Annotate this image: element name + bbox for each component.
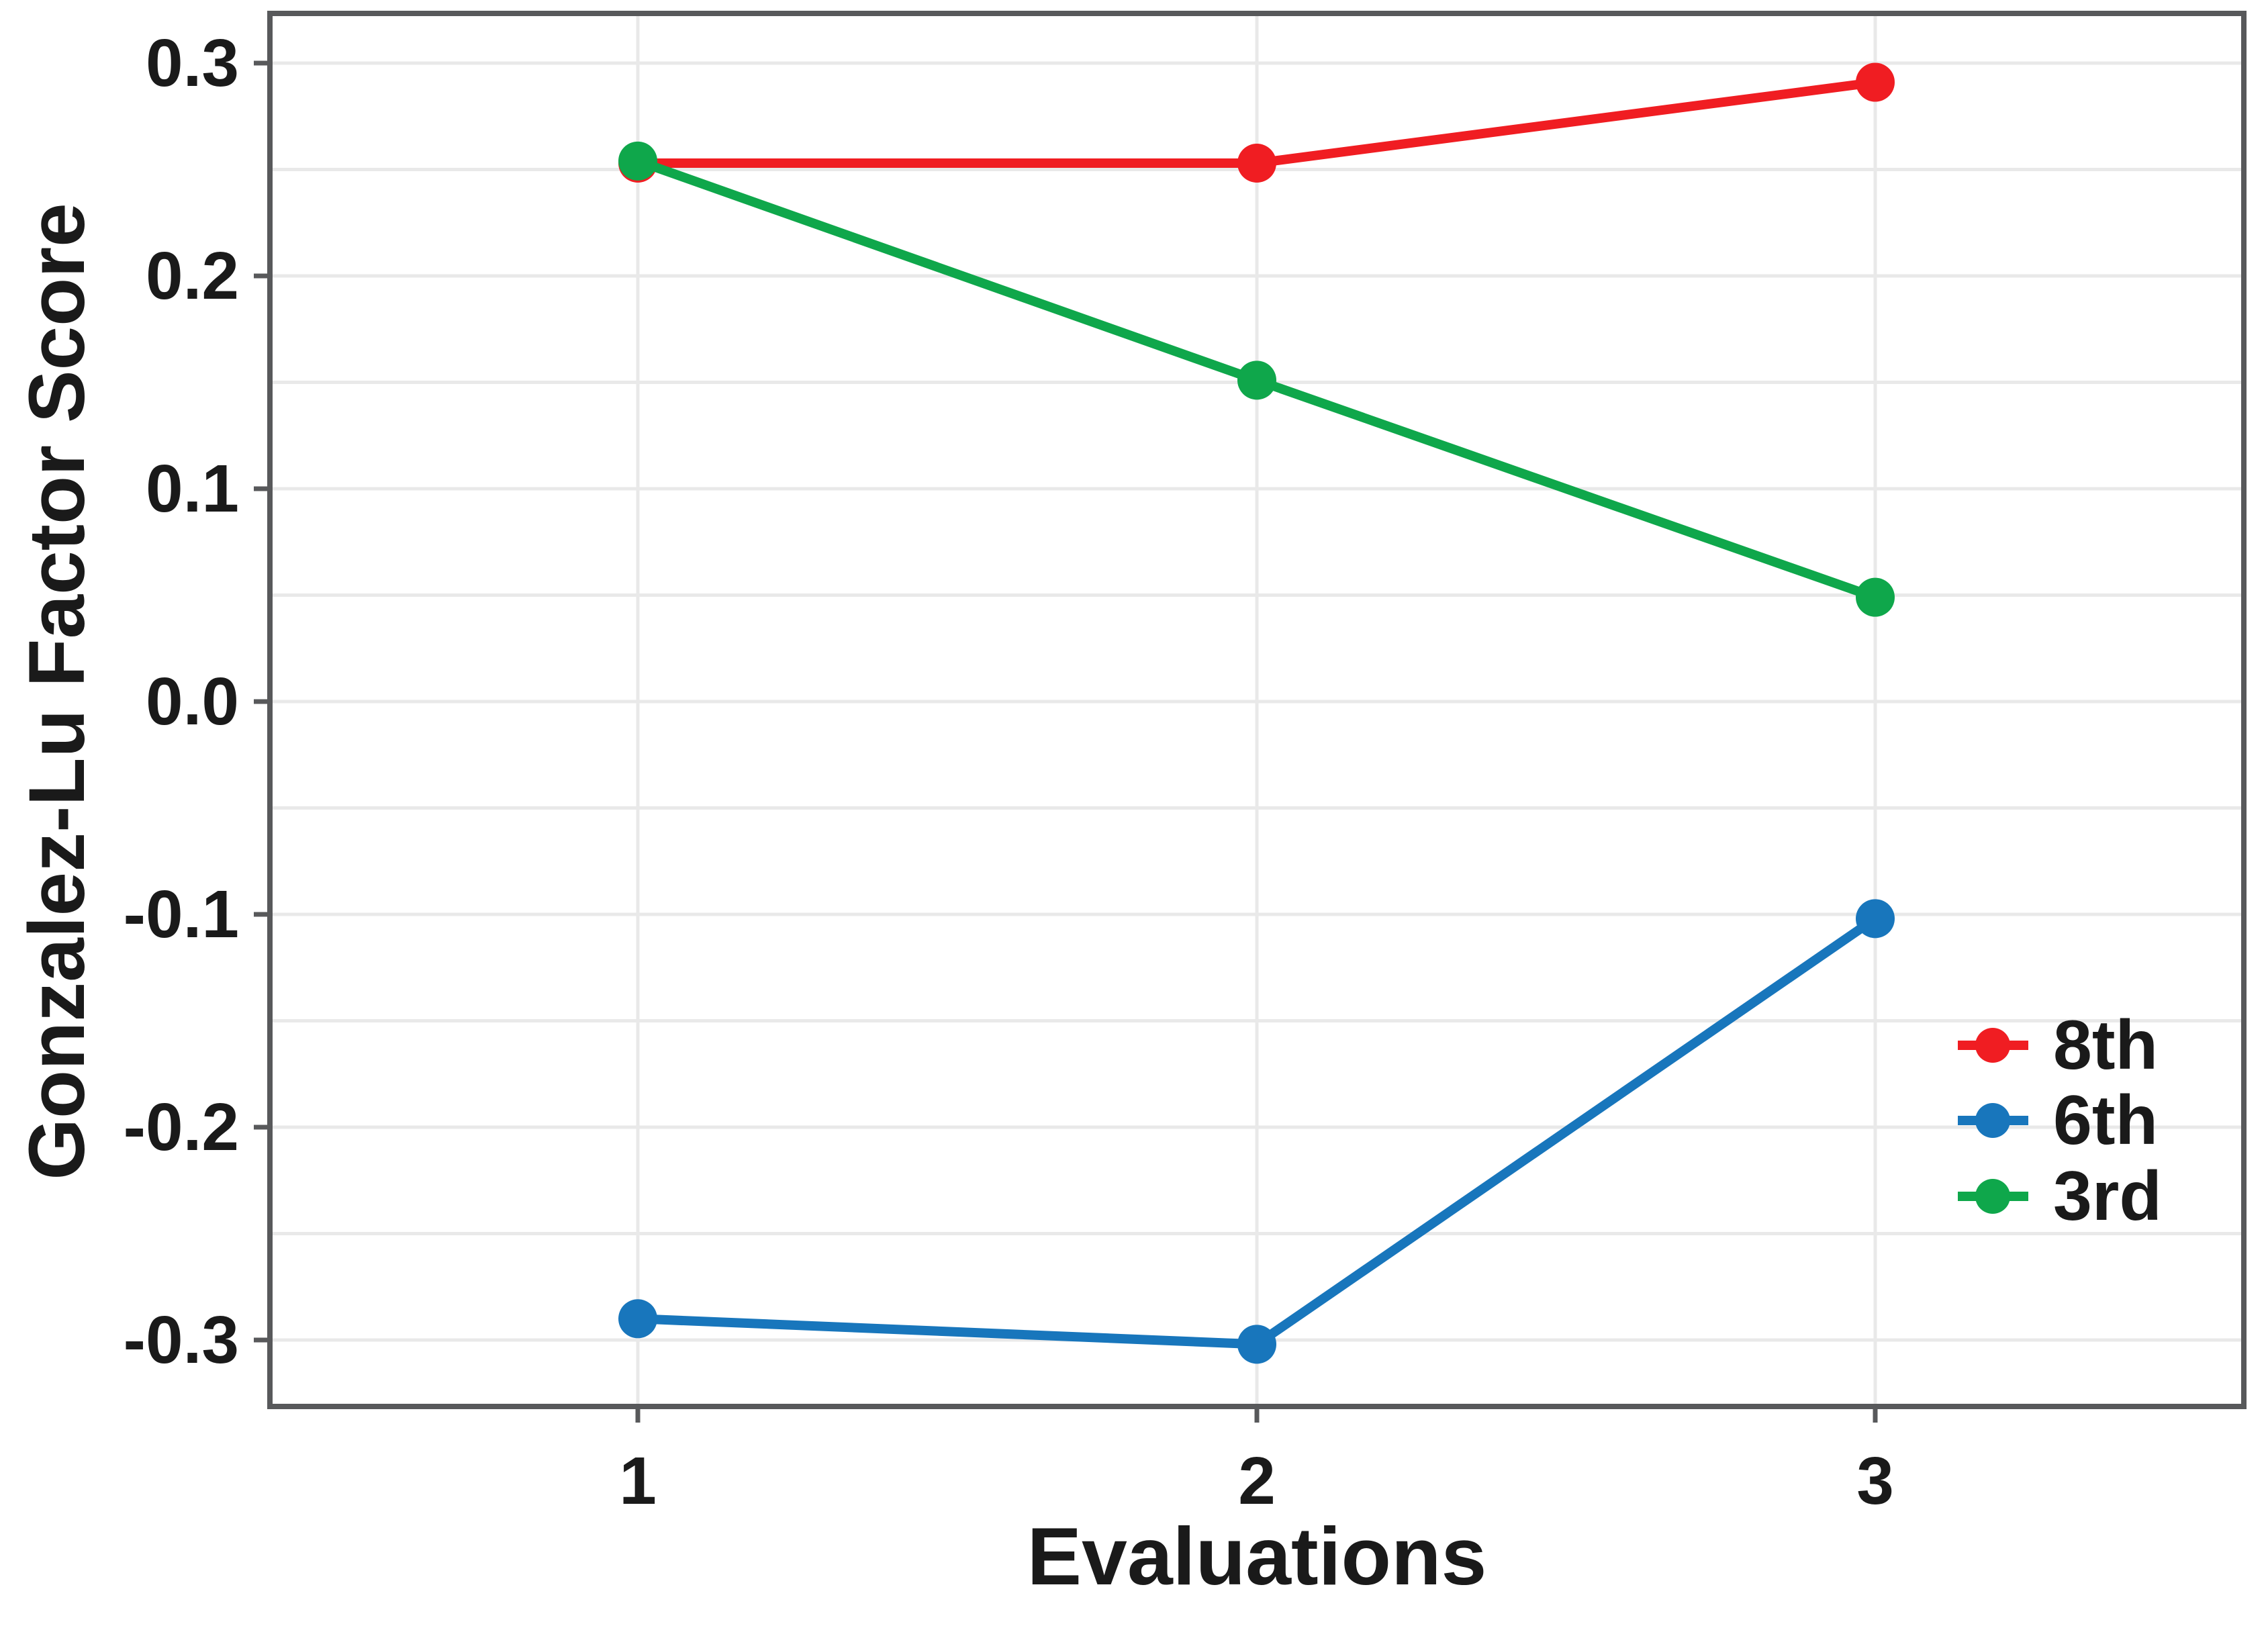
legend-label-3rd: 3rd (2053, 1157, 2162, 1235)
y-tick-label: 0.0 (146, 664, 239, 739)
y-tick-label: -0.1 (124, 877, 239, 952)
x-tick-label: 2 (1238, 1443, 1276, 1519)
y-tick-label: 0.1 (146, 451, 239, 526)
data-point-3rd (1856, 577, 1895, 617)
legend-label-8th: 8th (2053, 1006, 2158, 1084)
x-tick-label: 1 (619, 1443, 657, 1519)
legend-marker-dot-3rd (1975, 1179, 2010, 1214)
data-point-8th (1856, 62, 1895, 102)
data-point-6th (618, 1299, 657, 1339)
x-tick-label: 3 (1856, 1443, 1894, 1519)
y-tick-label: 0.2 (146, 238, 239, 314)
data-point-8th (1237, 143, 1276, 183)
y-tick-label: -0.2 (124, 1090, 239, 1165)
data-point-3rd (1237, 361, 1276, 400)
legend-marker-dot-8th (1975, 1028, 2010, 1063)
data-point-6th (1237, 1325, 1276, 1364)
y-tick-label: -0.3 (124, 1302, 239, 1378)
data-point-6th (1856, 899, 1895, 939)
x-axis-title: Evaluations (1027, 1511, 1487, 1602)
y-tick-label: 0.3 (146, 26, 239, 101)
legend-marker-dot-6th (1975, 1103, 2010, 1138)
y-axis-title: Gonzalez-Lu Factor Score (13, 203, 101, 1180)
data-point-3rd (618, 141, 657, 181)
legend-label-6th: 6th (2053, 1082, 2158, 1159)
